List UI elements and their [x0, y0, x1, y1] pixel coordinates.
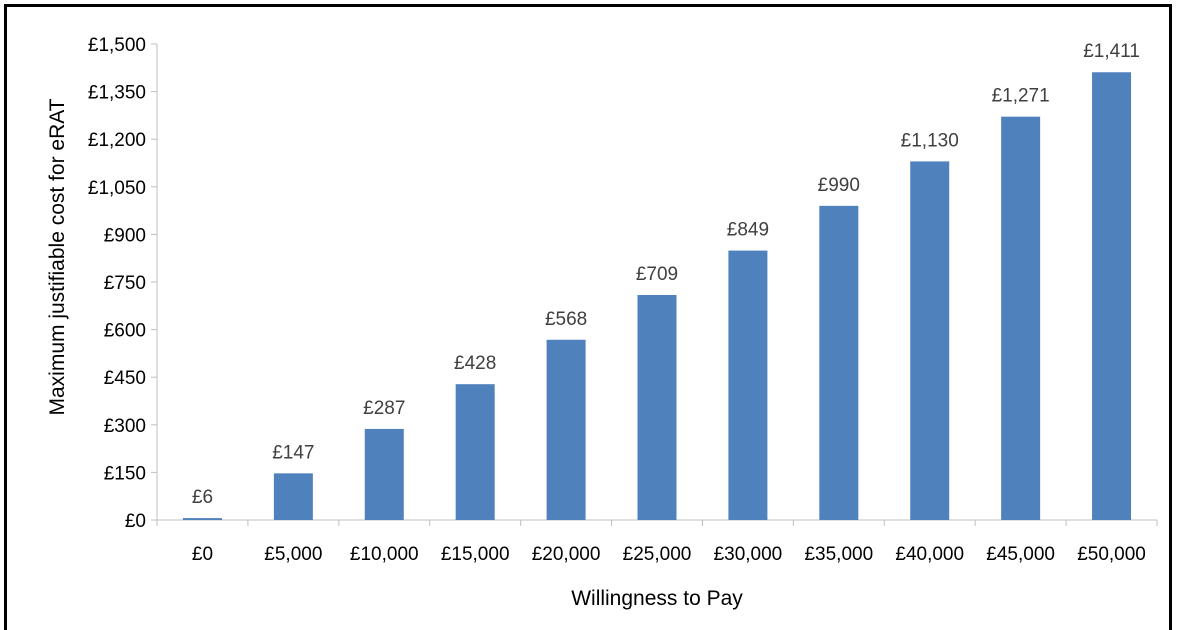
y-tick-label: £450: [104, 368, 146, 389]
bar: [1001, 116, 1041, 520]
data-label: £1,271: [992, 86, 1050, 107]
data-label: £1,130: [901, 130, 959, 151]
y-axis-title: Maximum justifiable cost for eRAT: [46, 98, 69, 415]
x-tick-label: £50,000: [1077, 544, 1146, 565]
y-tick-label: £1,050: [88, 178, 146, 199]
x-tick-label: £25,000: [623, 544, 692, 565]
y-tick-label: £1,500: [88, 35, 146, 56]
chart-frame: £0 £150 £300 £450 £600 £750 £900 £1,050 £1,200 £1…: [4, 4, 1172, 630]
bar: [910, 161, 950, 520]
data-label: £428: [454, 353, 496, 374]
x-axis: £0 £5,000 £10,000 £15,000 £20,000 £25,000 £30,…: [156, 519, 1158, 565]
data-label: £568: [545, 309, 587, 330]
y-tick-label: £600: [104, 321, 146, 342]
y-tick-label: £150: [104, 463, 146, 484]
x-tick-label: £0: [192, 544, 213, 565]
y-tick-label: £300: [104, 416, 146, 437]
y-tick-label: £0: [125, 511, 146, 532]
bar: [364, 428, 404, 520]
y-tick-label: £1,200: [88, 130, 146, 151]
bar: [455, 384, 495, 520]
y-tick-label: £900: [104, 225, 146, 246]
x-tick-label: £20,000: [532, 544, 601, 565]
data-label: £849: [727, 220, 769, 241]
x-tick-label: £45,000: [986, 544, 1055, 565]
x-tick-label: £35,000: [804, 544, 873, 565]
bar: [182, 518, 222, 520]
data-labels: £6 £147 £287 £428 £568 £709 £849 £990 £1,130 £1,2…: [192, 41, 1140, 508]
y-axis: £0 £150 £300 £450 £600 £750 £900 £1,050 £1,200 £1…: [88, 35, 158, 532]
x-tick-label: £15,000: [441, 544, 510, 565]
x-axis-title: Willingness to Pay: [571, 587, 743, 610]
x-tick-label: £30,000: [714, 544, 783, 565]
y-tick-label: £750: [104, 273, 146, 294]
x-tick-label: £5,000: [264, 544, 322, 565]
x-tick-label: £10,000: [350, 544, 419, 565]
bar: [637, 295, 677, 520]
data-label: £709: [636, 264, 678, 285]
data-label: £990: [818, 175, 860, 196]
data-label: £6: [192, 487, 213, 508]
data-label: £147: [272, 442, 314, 463]
bar: [546, 339, 586, 520]
bar: [273, 473, 313, 520]
x-tick-label: £40,000: [895, 544, 964, 565]
bar-chart: £0 £150 £300 £450 £600 £750 £900 £1,050 £1,200 £1…: [46, 35, 1158, 610]
y-tick-label: £1,350: [88, 83, 146, 104]
bar: [1092, 72, 1132, 520]
bar: [728, 250, 768, 521]
data-label: £1,411: [1083, 41, 1140, 62]
bar: [819, 205, 859, 520]
bar-series: [182, 72, 1132, 521]
data-label: £287: [363, 398, 405, 419]
